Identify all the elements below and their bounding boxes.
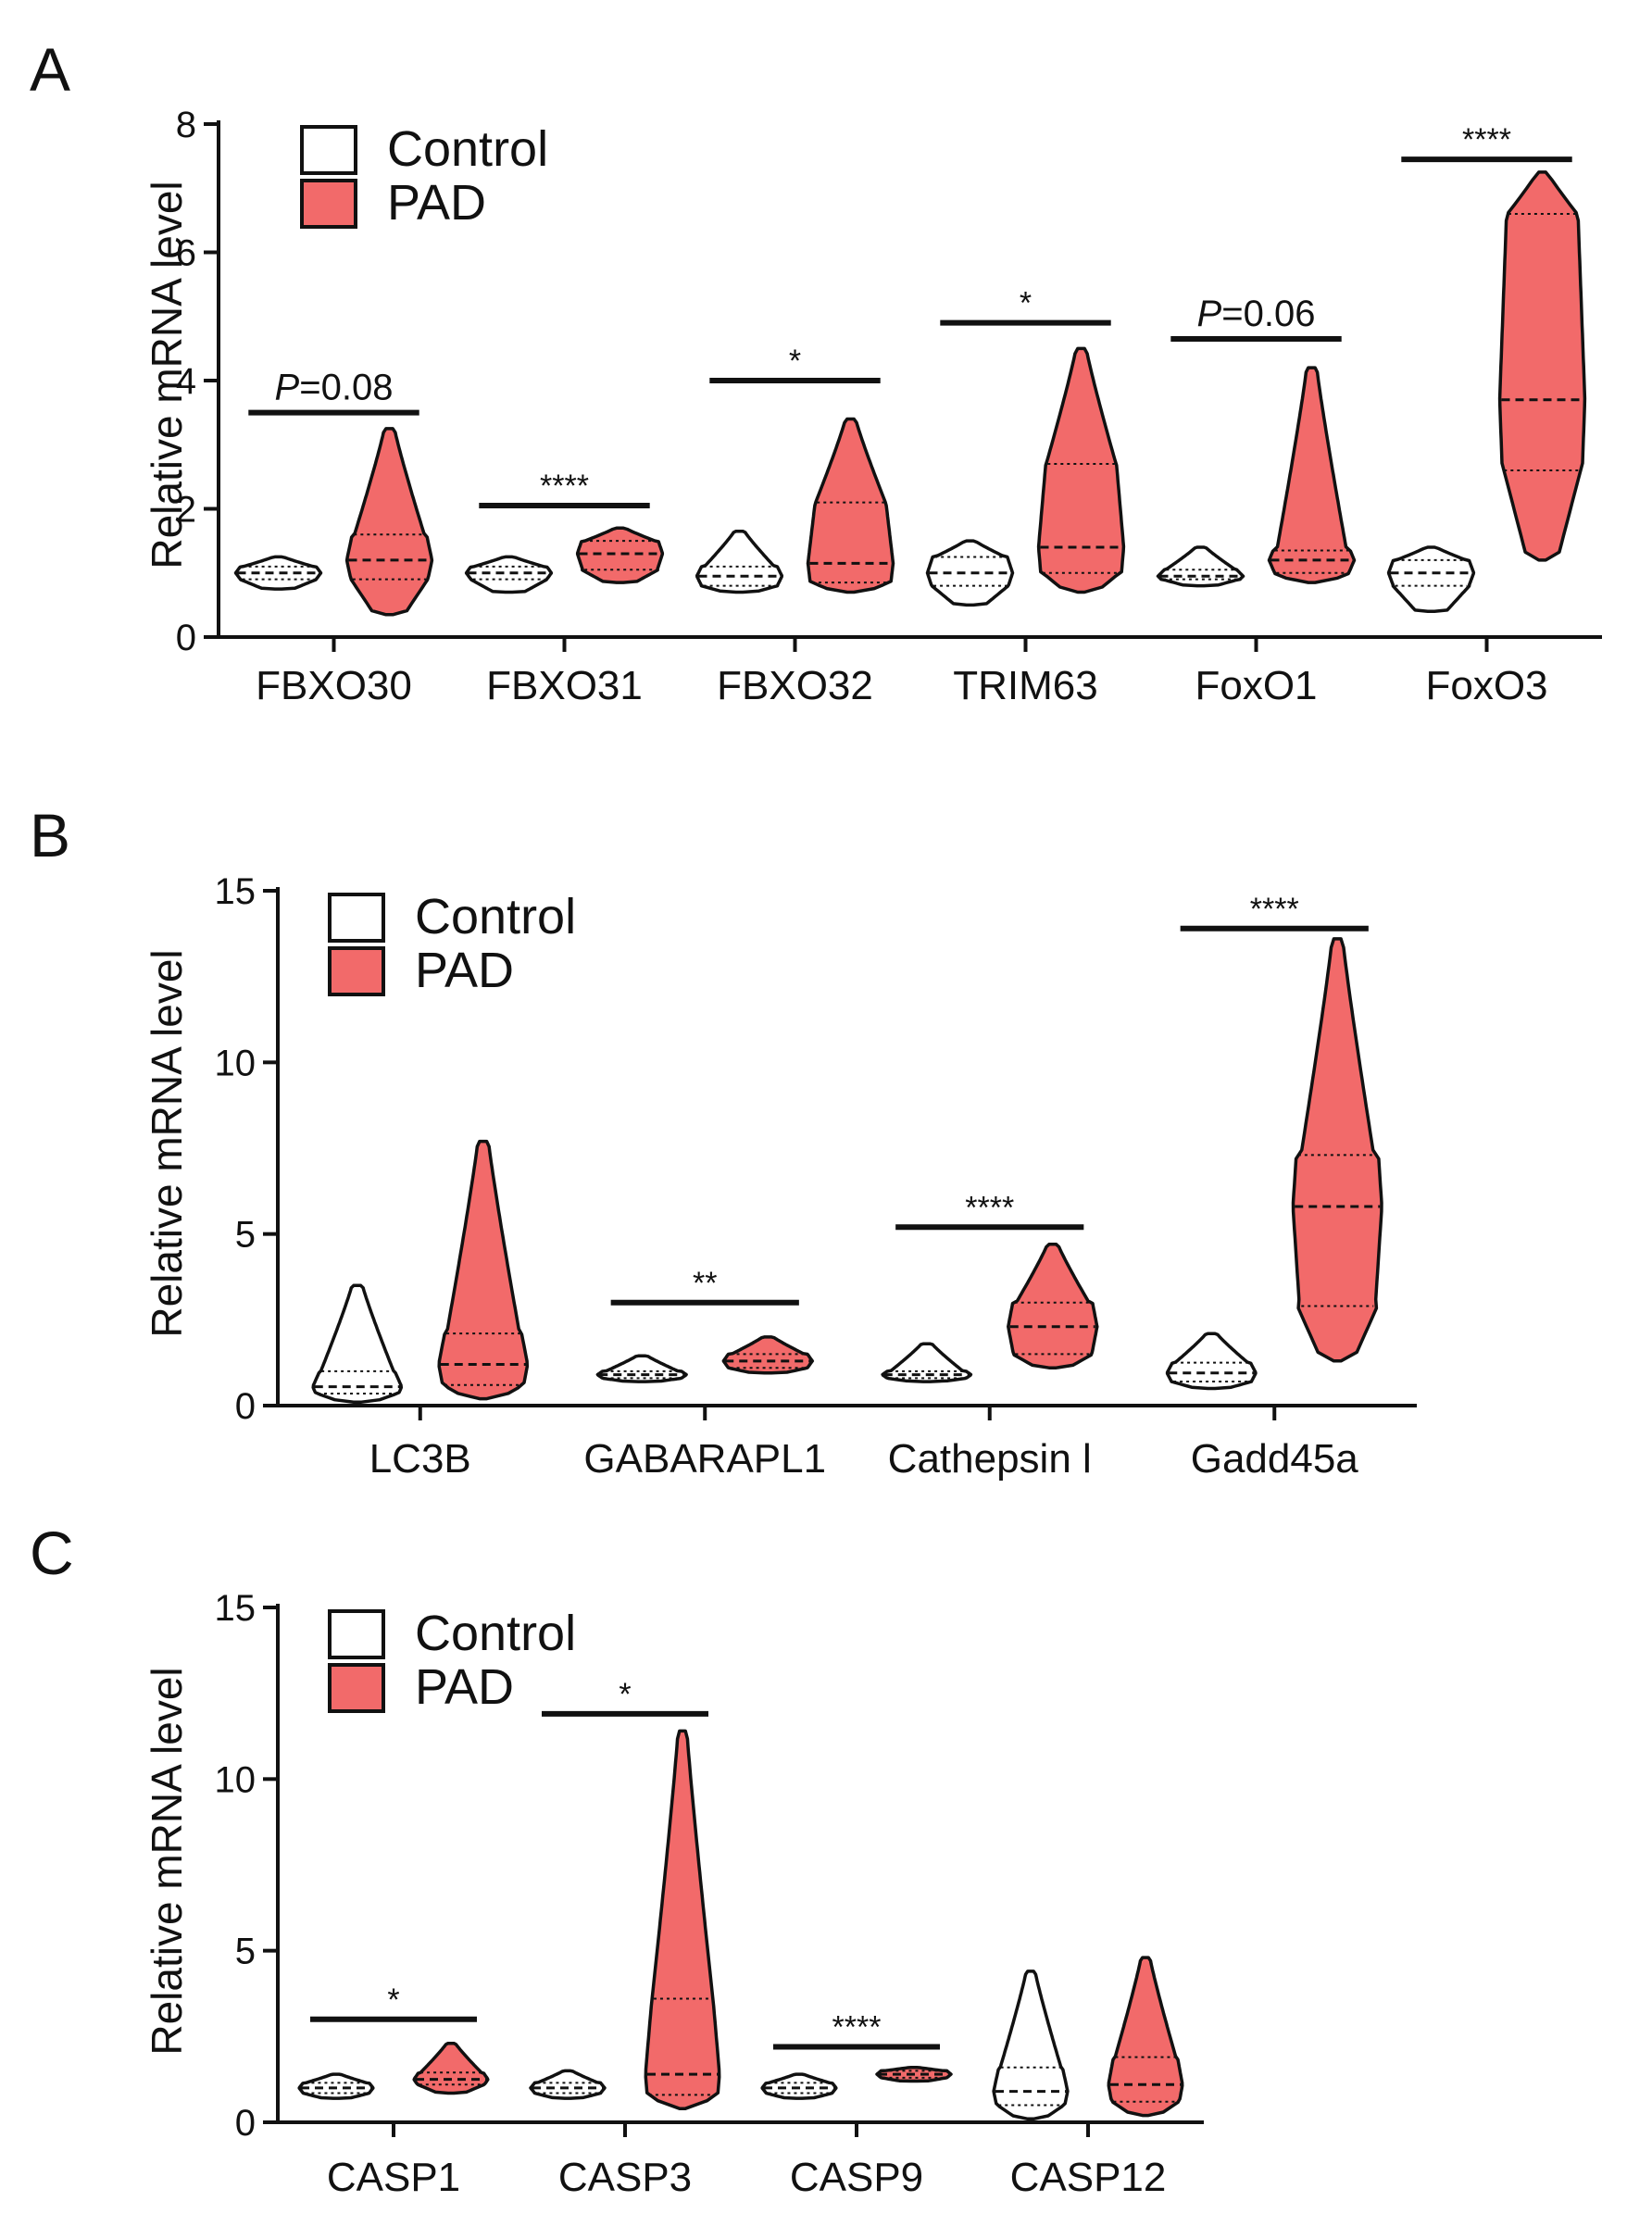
legend-control-label-b: Control <box>415 889 576 944</box>
y-tick-label: 10 <box>215 1759 257 1800</box>
significance-label: * <box>619 1677 631 1712</box>
x-tick-label: LC3B <box>369 1436 471 1482</box>
violin-pad-casp12 <box>1107 1956 1184 2118</box>
y-axis-label-b: Relative mRNA level <box>143 949 191 1337</box>
y-tick-label: 8 <box>176 105 196 145</box>
panel-b: B Relative mRNA level Control PAD 0 5 10 15… <box>30 801 1417 1482</box>
significance-label: P=0.08 <box>275 368 394 408</box>
y-tick-label: 0 <box>176 618 196 658</box>
y-tick-label: 15 <box>215 1588 257 1629</box>
violin-pad-foxo3 <box>1497 170 1587 562</box>
y-tick-label: 5 <box>235 1932 256 1972</box>
violin-control-casp1 <box>297 2072 375 2100</box>
y-tick-label: 15 <box>215 871 257 912</box>
x-tick-label: FoxO1 <box>1195 663 1317 708</box>
legend-b: Control PAD <box>328 889 576 998</box>
violin-pad-fbxo32 <box>806 417 895 594</box>
x-tick-label: FBXO32 <box>717 663 873 708</box>
x-tick-label: FoxO3 <box>1425 663 1547 708</box>
legend-c: Control PAD <box>328 1606 576 1715</box>
significance-label: * <box>1020 286 1032 321</box>
violin-control-gadd45a <box>1165 1332 1258 1391</box>
significance-label: **** <box>1250 892 1299 927</box>
x-tick-label: CASP12 <box>1010 2155 1167 2200</box>
legend-control-label-a: Control <box>387 121 548 177</box>
legend-control-swatch-a <box>300 125 357 175</box>
violin-control-lc3b <box>311 1283 404 1405</box>
x-tick-label: TRIM63 <box>953 663 1097 708</box>
legend-pad-swatch-a <box>300 179 357 229</box>
x-tick-label: GABARAPL1 <box>583 1436 826 1482</box>
x-tick-label: Gadd45a <box>1191 1436 1359 1482</box>
x-tick-label: CASP9 <box>790 2155 923 2200</box>
panel-a: A Relative mRNA level Control PAD 0 2 4 6 8 F… <box>30 35 1602 708</box>
violin-control-fbxo32 <box>695 529 784 594</box>
significance-label: **** <box>540 469 589 504</box>
violin-pad-gabarapl1 <box>721 1335 815 1375</box>
legend-pad-swatch-c <box>328 1663 385 1713</box>
violin-pad-fbxo31 <box>575 526 665 584</box>
significance-label: * <box>387 1982 399 2018</box>
y-tick-label: 0 <box>235 1386 256 1427</box>
x-tick-label: CASP1 <box>327 2155 460 2200</box>
violin-pad-cathepsin-l <box>1007 1243 1099 1369</box>
significance-label: * <box>789 344 801 379</box>
y-tick-label: 6 <box>176 233 196 274</box>
violin-control-foxo3 <box>1386 545 1476 614</box>
violin-pad-lc3b <box>437 1139 530 1401</box>
violin-pad-casp1 <box>412 2041 490 2095</box>
legend-control-swatch-c <box>328 1609 385 1659</box>
violin-pad-casp3 <box>644 1729 721 2110</box>
significance-label: **** <box>965 1190 1014 1225</box>
significance-label: ** <box>693 1266 717 1301</box>
legend-pad-label-c: PAD <box>415 1659 514 1715</box>
panel-letter-b: B <box>30 801 70 869</box>
legend-pad-swatch-b <box>328 946 385 996</box>
legend-control-swatch-b <box>328 893 385 943</box>
legend-pad-label-a: PAD <box>387 175 486 231</box>
legend-a: Control PAD <box>300 121 548 231</box>
violin-control-casp9 <box>760 2072 838 2100</box>
violin-control-fbxo31 <box>464 555 554 594</box>
violin-control-fbxo30 <box>233 555 323 591</box>
x-tick-label: FBXO31 <box>486 663 643 708</box>
plot-area-b: 0 5 10 15 LC3B GABARAPL1 ** Cathepsin l **** Gadd… <box>215 871 1417 1482</box>
panel-letter-a: A <box>30 35 70 104</box>
significance-label: P=0.06 <box>1197 294 1316 334</box>
plot-area-a: 0 2 4 6 8 FBXO30 P=0.08 FBXO31 **** FBXO32 * TRIM63… <box>176 105 1602 708</box>
violin-pad-foxo1 <box>1267 366 1357 584</box>
violin-control-casp3 <box>529 2069 607 2100</box>
significance-label: **** <box>832 2009 882 2045</box>
y-tick-label: 4 <box>176 361 196 402</box>
panel-c: C Relative mRNA level Control PAD 0 5 10 15… <box>30 1519 1204 2200</box>
violin-pad-trim63 <box>1036 346 1126 594</box>
y-axis-label-a: Relative mRNA level <box>143 181 191 569</box>
violin-control-casp12 <box>992 1970 1070 2121</box>
x-tick-label: FBXO30 <box>256 663 412 708</box>
panel-letter-c: C <box>30 1519 74 1587</box>
significance-label: **** <box>1462 122 1511 157</box>
legend-control-label-c: Control <box>415 1606 576 1661</box>
legend-pad-label-b: PAD <box>415 943 514 998</box>
violin-pad-gadd45a <box>1291 937 1383 1363</box>
y-tick-label: 0 <box>235 2103 256 2144</box>
y-axis-label-c: Relative mRNA level <box>143 1667 191 2055</box>
y-tick-label: 2 <box>176 490 196 531</box>
y-tick-label: 10 <box>215 1043 257 1083</box>
y-tick-label: 5 <box>235 1215 256 1256</box>
x-tick-label: Cathepsin l <box>888 1436 1092 1482</box>
x-tick-label: CASP3 <box>558 2155 692 2200</box>
violin-pad-fbxo30 <box>344 427 434 617</box>
plot-area-c: 0 5 10 15 CASP1 * CASP3 * CASP9 **** CASP12 <box>215 1588 1204 2200</box>
